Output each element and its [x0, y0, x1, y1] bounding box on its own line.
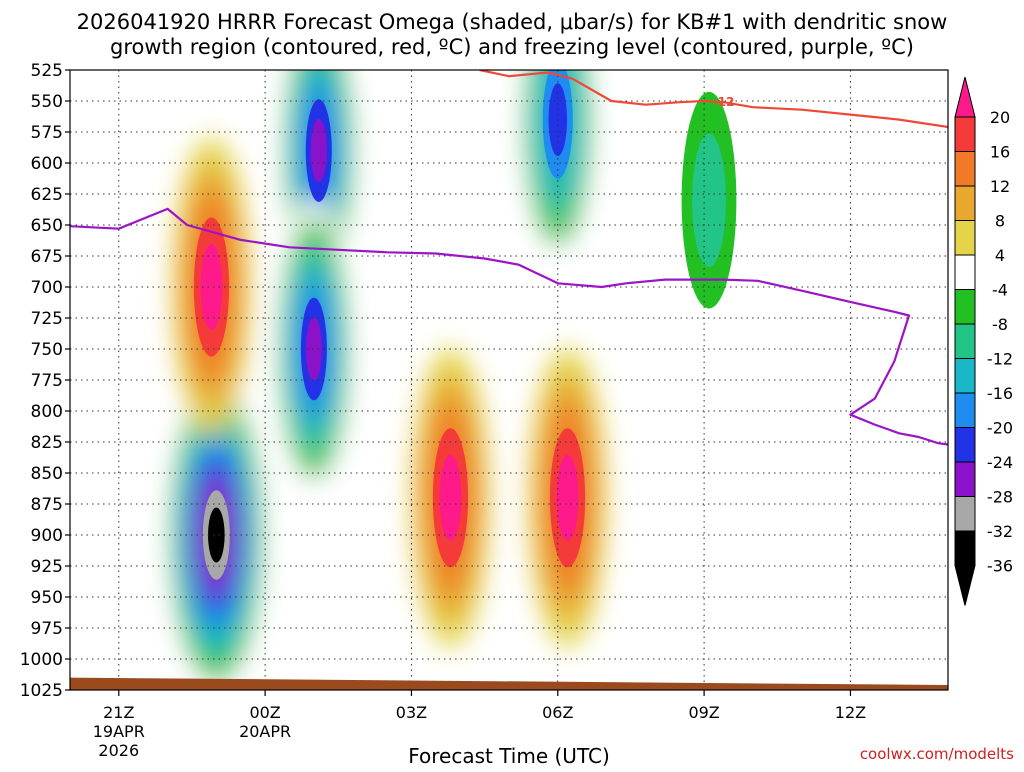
- y-tick-label-550: 550: [31, 92, 63, 112]
- y-tick-label-800: 800: [31, 402, 63, 422]
- y-tick-label-925: 925: [31, 557, 63, 577]
- chart-title-line2: growth region (contoured, red, ºC) and f…: [110, 35, 914, 59]
- x-tick-label-09Z: 09Z: [688, 703, 719, 722]
- y-tick-label-750: 750: [31, 340, 63, 360]
- colorbar-segment-1: [954, 151, 976, 187]
- omega-contour-2-6: [305, 317, 322, 381]
- y-tick-label-700: 700: [31, 278, 63, 298]
- series-line-1: [70, 207, 948, 446]
- colorbar-label--4: -4: [992, 281, 1008, 300]
- colorbar-top-arrow: [954, 76, 976, 118]
- colorbar-label-4: 4: [995, 246, 1005, 265]
- omega-shaded-field: [166, 70, 747, 690]
- colorbar-segment-0: [954, 116, 976, 152]
- y-tick-label-775: 775: [31, 371, 63, 391]
- y-tick-label-675: 675: [31, 247, 63, 267]
- y-tick-label-875: 875: [31, 495, 63, 515]
- colorbar-segment-6: [954, 323, 976, 359]
- series-line-0: [479, 70, 948, 129]
- series-label-0: -12: [713, 95, 735, 109]
- y-tick-label-850: 850: [31, 464, 63, 484]
- terrain-ground: [70, 677, 948, 690]
- colorbar-legend: 20 16 12 8 4 -4 -8 -12 -16 -20 -24 -28 -32 -36: [954, 76, 1013, 606]
- colorbar-bottom-arrow: [954, 565, 976, 606]
- omega-contour-5-4: [200, 244, 223, 330]
- y-tick-label-950: 950: [31, 588, 63, 608]
- colorbar-segment-10: [954, 461, 976, 497]
- colorbar-segment-2: [954, 185, 976, 221]
- colorbar-label-8: 8: [995, 212, 1005, 231]
- colorbar-label--8: -8: [992, 315, 1008, 334]
- colorbar-label--36: -36: [987, 557, 1013, 576]
- x-tick-label-03Z: 03Z: [396, 703, 427, 722]
- colorbar-label--24: -24: [987, 453, 1013, 472]
- y-tick-label-525: 525: [31, 61, 63, 81]
- omega-contour-0-8: [208, 507, 225, 563]
- colorbar-segment-11: [954, 496, 976, 532]
- colorbar-label--20: -20: [987, 419, 1013, 438]
- x-tick-year-21Z: 2026: [98, 741, 139, 760]
- omega-contour-7-4: [556, 454, 579, 541]
- colorbar-label--12: -12: [987, 350, 1013, 369]
- colorbar-segment-12: [954, 530, 976, 566]
- colorbar-label-20: 20: [990, 108, 1010, 127]
- x-axis-label: Forecast Time (UTC): [408, 744, 610, 768]
- x-tick-date-00Z: 20APR: [239, 722, 291, 741]
- colorbar-segment-7: [954, 358, 976, 394]
- site-credit: coolwx.com/modelts: [860, 745, 1014, 763]
- y-tick-label-575: 575: [31, 123, 63, 143]
- y-tick-label-650: 650: [31, 216, 63, 236]
- colorbar-segment-8: [954, 392, 976, 428]
- y-tick-label-625: 625: [31, 185, 63, 205]
- y-tick-label-1025: 1025: [20, 681, 63, 701]
- colorbar-segment-4: [954, 254, 976, 290]
- colorbar-label--28: -28: [987, 488, 1013, 507]
- colorbar-label-12: 12: [990, 177, 1010, 196]
- y-tick-label-975: 975: [31, 619, 63, 639]
- y-tick-label-600: 600: [31, 154, 63, 174]
- y-axis-ticks: 525 550 575 600 625 650 675 700 725 750 775 800 825 8…: [20, 61, 70, 701]
- colorbar-segment-9: [954, 427, 976, 463]
- omega-contour-1-6: [310, 119, 327, 183]
- x-tick-label-00Z: 00Z: [249, 703, 280, 722]
- colorbar-label--32: -32: [987, 522, 1013, 541]
- grid-lines: [70, 70, 948, 690]
- x-tick-label-12Z: 12Z: [835, 703, 866, 722]
- y-tick-label-900: 900: [31, 526, 63, 546]
- x-tick-label-21Z: 21Z: [103, 703, 134, 722]
- omega-contour-4-2: [692, 133, 726, 267]
- omega-contour-6-4: [439, 454, 462, 541]
- y-tick-label-1000: 1000: [20, 650, 63, 670]
- plot-area: -12: [70, 70, 948, 690]
- contour-series: -12: [70, 70, 948, 446]
- x-tick-label-06Z: 06Z: [542, 703, 573, 722]
- colorbar-label--16: -16: [987, 384, 1013, 403]
- x-tick-date-21Z: 19APR: [93, 722, 145, 741]
- colorbar-label-16: 16: [990, 143, 1010, 162]
- colorbar-segment-5: [954, 289, 976, 325]
- colorbar-segment-3: [954, 220, 976, 256]
- y-tick-label-825: 825: [31, 433, 63, 453]
- chart-title-line1: 2026041920 HRRR Forecast Omega (shaded, …: [77, 10, 948, 34]
- y-tick-label-725: 725: [31, 309, 63, 329]
